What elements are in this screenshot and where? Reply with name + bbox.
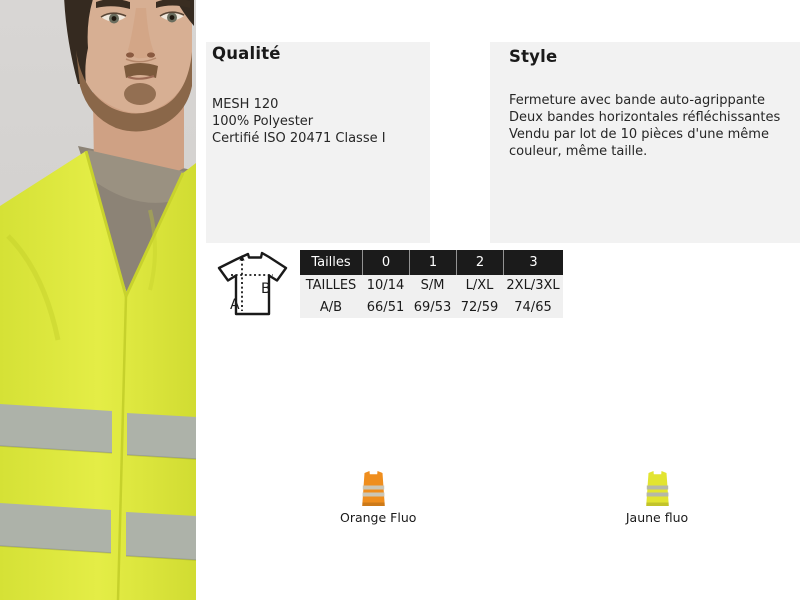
quality-section-title: Qualité	[212, 44, 281, 63]
size-table-cell: 10/14	[366, 278, 405, 293]
color-swatch-label: Orange Fluo	[340, 510, 417, 525]
color-swatch-jaune-fluo[interactable]: Jaune fluo	[624, 470, 690, 525]
tshirt-measurement-icon: A B	[216, 250, 290, 318]
vest-swatch-icon	[361, 471, 385, 506]
size-table-row: TAILLES 10/14 S/M L/XL 2XL/3XL	[300, 275, 563, 296]
measure-label-a: A	[230, 297, 240, 313]
size-table-cell: 2XL/3XL	[506, 278, 560, 293]
quality-line: 100% Polyester	[212, 114, 314, 129]
quality-line: MESH 120	[212, 97, 279, 112]
measure-label-b: B	[261, 281, 271, 297]
hi-vis-vest	[0, 151, 196, 600]
size-table-row: A/B 66/51 69/53 72/59 74/65	[300, 296, 563, 318]
product-photo	[0, 0, 196, 600]
style-section: Style Fermeture avec bande auto-agrippan…	[490, 42, 800, 243]
size-table-cell: TAILLES	[305, 278, 357, 293]
quality-line: Certifié ISO 20471 Classe I	[212, 131, 386, 146]
style-line: Deux bandes horizontales réfléchissantes	[509, 110, 781, 125]
reflective-band	[0, 503, 111, 553]
eyebrow	[156, 0, 190, 8]
size-table-header-row: Tailles 0 1 2 3	[300, 250, 563, 275]
nose	[128, 8, 154, 59]
mouth	[127, 75, 155, 80]
size-table-cell: 74/65	[514, 299, 552, 315]
color-swatch-orange-fluo[interactable]: Orange Fluo	[340, 470, 417, 525]
color-swatch-label: Jaune fluo	[625, 510, 689, 525]
tshirt-outline	[217, 251, 288, 316]
size-table-cell: 69/53	[413, 299, 452, 315]
eyebrow	[96, 0, 130, 9]
quality-section: Qualité MESH 120 100% Polyester Certifié…	[206, 42, 430, 243]
size-table-cell: A/B	[319, 299, 343, 315]
size-table-header-cell: 2	[456, 250, 503, 275]
style-line: Vendu par lot de 10 pièces d'une même	[509, 127, 769, 142]
size-table-header-cell: 1	[409, 250, 456, 275]
style-section-title: Style	[509, 47, 558, 66]
vest-center-seam	[116, 295, 128, 600]
tshirt-collar	[88, 150, 186, 203]
beard	[76, 50, 192, 132]
hi-vis-vest-model-illustration	[0, 0, 196, 600]
size-table-cell: 72/59	[460, 299, 499, 315]
reflective-band	[0, 404, 112, 453]
hair	[64, 0, 93, 84]
size-table-cell: L/XL	[465, 278, 494, 293]
reflective-band	[127, 413, 196, 459]
size-table-cell: S/M	[420, 278, 445, 293]
vest-swatch-icon	[645, 471, 669, 506]
style-line: Fermeture avec bande auto-agrippante	[509, 93, 766, 108]
size-table: Tailles 0 1 2 3 TAILLES 10/14 S/M L/XL 2…	[300, 250, 563, 318]
size-table-cell: 66/51	[366, 299, 405, 315]
moustache	[124, 63, 158, 78]
size-table-header-cell: 0	[362, 250, 409, 275]
size-table-header-cell: Tailles	[311, 255, 351, 270]
reflective-band	[126, 512, 196, 560]
style-line: couleur, même taille.	[509, 144, 648, 159]
size-table-header-cell: 3	[503, 250, 563, 275]
